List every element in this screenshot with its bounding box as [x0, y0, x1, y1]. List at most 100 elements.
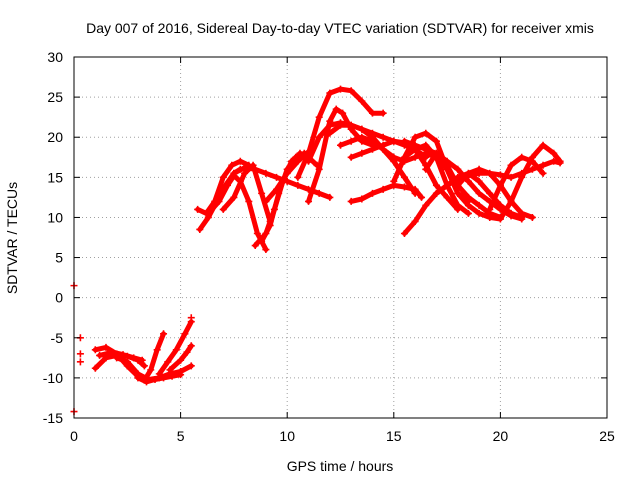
data-point	[454, 201, 462, 209]
data-point	[443, 193, 451, 201]
data-point	[224, 181, 232, 189]
data-point	[518, 153, 526, 161]
data-point	[518, 209, 526, 217]
data-point	[475, 165, 483, 173]
data-point	[315, 133, 323, 141]
data-point	[496, 181, 504, 189]
data-point	[432, 181, 440, 189]
data-point	[91, 364, 99, 372]
data-point	[432, 149, 440, 157]
data-point	[160, 374, 168, 382]
x-tick-label: 0	[70, 428, 78, 444]
y-tick-label: -5	[51, 330, 64, 346]
data-point	[507, 161, 515, 169]
data-point	[411, 145, 419, 153]
data-point	[283, 169, 291, 177]
isolated-point	[187, 314, 195, 322]
data-point	[443, 165, 451, 173]
data-point	[294, 157, 302, 165]
data-point	[390, 153, 398, 161]
data-point	[113, 354, 121, 362]
data-point	[475, 201, 483, 209]
data-point	[347, 121, 355, 129]
y-tick-label: 25	[47, 89, 63, 105]
data-point	[454, 165, 462, 173]
data-point	[160, 330, 168, 338]
data-point	[358, 133, 366, 141]
data-point	[475, 189, 483, 197]
data-point	[305, 197, 313, 205]
data-point	[294, 181, 302, 189]
data-point	[390, 137, 398, 145]
data-point	[486, 189, 494, 197]
y-tick-labels: -15 -10 -5 0 5 10 15 20 25 30	[43, 49, 63, 426]
series-arc-30	[443, 141, 564, 223]
data-point	[550, 157, 558, 165]
isolated-point	[76, 358, 84, 366]
data-point	[518, 173, 526, 181]
data-point	[337, 85, 344, 93]
data-point	[358, 149, 366, 157]
data-point	[172, 346, 180, 354]
data-point	[294, 173, 302, 181]
data-point	[528, 213, 536, 221]
data-point	[275, 189, 283, 197]
data-point	[432, 189, 440, 197]
data-point	[496, 171, 504, 179]
data-point	[539, 161, 547, 169]
y-tick-label: 30	[47, 49, 63, 65]
data-point	[379, 109, 387, 117]
x-tick-labels: 0 5 10 15 20 25	[70, 428, 615, 444]
data-point	[400, 229, 408, 237]
data-point	[102, 343, 110, 351]
data-point	[194, 205, 202, 213]
data-point	[187, 362, 195, 370]
data-point	[496, 201, 504, 209]
y-tick-label: 0	[55, 290, 63, 306]
data-point	[273, 185, 281, 193]
data-point	[400, 137, 408, 145]
data-point	[123, 358, 131, 366]
data-point	[507, 197, 515, 205]
data-point	[153, 346, 161, 354]
y-tick-label: -10	[43, 370, 63, 386]
data-point	[315, 189, 323, 197]
data-point	[204, 209, 212, 217]
data-point	[151, 375, 159, 383]
x-tick-label: 25	[599, 428, 615, 444]
data-point	[496, 215, 504, 223]
data-point	[507, 173, 515, 181]
ticks	[73, 56, 608, 419]
data-point	[390, 177, 398, 185]
data-point	[166, 366, 174, 374]
data-point	[358, 195, 366, 203]
data-point	[337, 141, 344, 149]
plot-frame	[73, 56, 608, 419]
series-line	[114, 355, 152, 382]
data-point	[507, 209, 515, 217]
y-tick-label: 10	[47, 209, 63, 225]
data-point	[443, 181, 451, 189]
chart-title: Day 007 of 2016, Sidereal Day-to-day VTE…	[86, 20, 594, 36]
data-point	[400, 183, 408, 191]
data-point	[326, 129, 334, 137]
data-point	[196, 225, 204, 233]
data-point	[422, 129, 430, 137]
series-arc-31	[454, 165, 536, 221]
data-point	[187, 342, 195, 350]
x-tick-label: 20	[493, 428, 509, 444]
y-tick-label: -15	[43, 410, 63, 426]
x-axis-label: GPS time / hours	[287, 458, 394, 474]
data-point	[539, 169, 547, 177]
data-point	[368, 109, 376, 117]
data-point	[337, 121, 344, 129]
data-point	[347, 137, 355, 145]
data-point	[130, 354, 138, 362]
data-point	[305, 157, 313, 165]
data-point	[315, 113, 323, 121]
data-point	[379, 133, 387, 141]
series-line	[205, 173, 269, 252]
data-point	[326, 89, 334, 97]
data-point	[411, 133, 419, 141]
data-point	[262, 197, 270, 205]
